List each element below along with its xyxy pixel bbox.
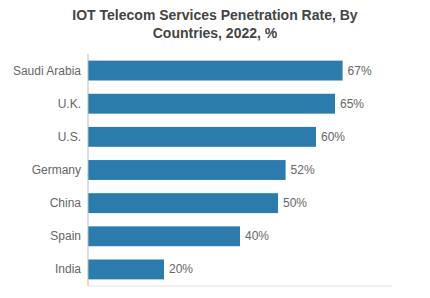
data-label: 52% <box>291 163 315 177</box>
bar <box>88 226 240 246</box>
y-tick-label: U.S. <box>58 130 81 144</box>
bar <box>88 160 286 180</box>
data-label: 40% <box>245 229 269 243</box>
background <box>0 0 430 298</box>
chart-container: IOT Telecom Services Penetration Rate, B… <box>0 0 430 298</box>
data-label: 60% <box>321 130 345 144</box>
y-tick-label: U.K. <box>58 97 81 111</box>
y-tick-label: Saudi Arabia <box>13 64 81 78</box>
data-label: 65% <box>340 97 364 111</box>
bar <box>88 94 335 114</box>
y-tick-label: Germany <box>32 163 81 177</box>
bar <box>88 61 343 81</box>
y-tick-label: Spain <box>50 229 81 243</box>
y-tick-label: India <box>55 262 81 276</box>
y-tick-label: China <box>50 196 82 210</box>
y-axis-line <box>88 54 89 286</box>
bar <box>88 127 316 147</box>
data-label: 50% <box>283 196 307 210</box>
bar <box>88 193 278 213</box>
bar <box>88 259 164 279</box>
data-label: 67% <box>348 64 372 78</box>
data-label: 20% <box>169 262 193 276</box>
title: IOT Telecom Services Penetration Rate, B… <box>72 7 358 41</box>
x-range-line <box>88 286 392 287</box>
chart: IOT Telecom Services Penetration Rate, B… <box>0 0 430 298</box>
bars <box>88 61 343 280</box>
title-line: Countries, 2022, % <box>153 25 278 41</box>
title-line: IOT Telecom Services Penetration Rate, B… <box>72 7 358 23</box>
labels: 67% 65% 60% 52% 50% 40% 20% Saudi Arabia U.K. U.S… <box>13 64 372 277</box>
